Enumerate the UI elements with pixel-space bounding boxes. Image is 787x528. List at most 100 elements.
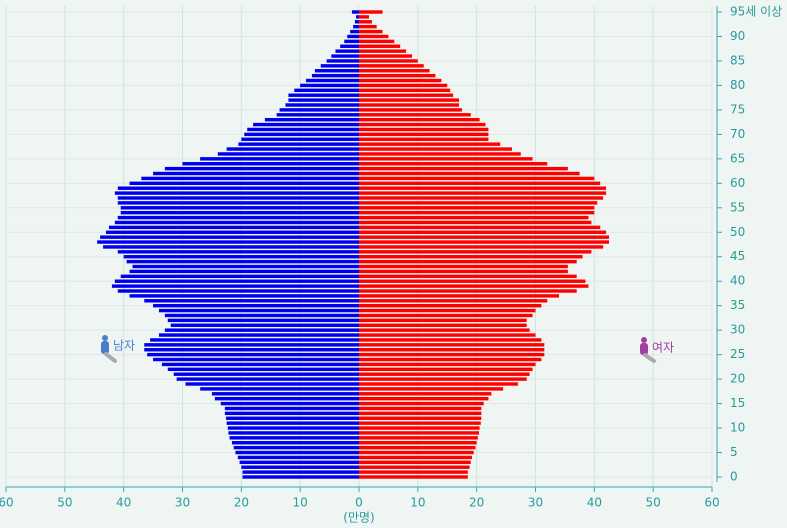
bar (164, 166, 359, 171)
bar (117, 196, 360, 200)
y-tick-label: 45 (730, 249, 745, 263)
bar (237, 455, 359, 460)
bar (359, 132, 489, 137)
y-tick-label: 75 (730, 102, 745, 116)
bar (226, 421, 359, 425)
bar (120, 206, 359, 210)
bar (117, 250, 360, 254)
bar (359, 396, 489, 401)
legend-label: 남자 (113, 339, 135, 353)
bar (359, 441, 477, 445)
y-tick-label: 15 (730, 396, 745, 410)
bar (117, 186, 360, 190)
bar (359, 162, 548, 166)
bar (359, 357, 542, 362)
bar (144, 348, 359, 352)
bar (294, 88, 359, 93)
bar (200, 157, 359, 161)
bar (106, 230, 360, 234)
bar (242, 470, 359, 474)
bar (114, 279, 359, 283)
bar (359, 328, 530, 332)
bar (359, 24, 377, 29)
bar (331, 54, 359, 58)
y-tick-label: 55 (730, 200, 745, 214)
bar (359, 10, 383, 14)
bar (182, 162, 359, 166)
bar (288, 98, 359, 102)
bar (359, 460, 471, 465)
bar (253, 122, 359, 127)
bar (320, 64, 359, 68)
bar (359, 196, 604, 200)
bar (150, 338, 359, 342)
bar (359, 416, 482, 420)
bar (359, 284, 589, 288)
y-tick-label: 0 (730, 470, 738, 484)
bar (353, 24, 359, 29)
bar (359, 44, 401, 48)
bar (359, 235, 610, 239)
bar (359, 142, 501, 146)
bar (233, 445, 359, 450)
bar (359, 377, 527, 381)
x-tick-label: 40 (116, 496, 131, 510)
bar (117, 289, 360, 293)
bar (97, 240, 360, 244)
bar (153, 357, 359, 362)
bar (359, 88, 451, 93)
bar (300, 83, 359, 88)
y-tick-label: 50 (730, 225, 745, 239)
bar (359, 362, 536, 367)
bar (359, 465, 470, 469)
bar (359, 343, 545, 347)
bar (344, 39, 359, 44)
bar (235, 450, 359, 455)
bar (359, 34, 389, 39)
bar (144, 343, 359, 347)
bar (359, 294, 560, 298)
bar (359, 54, 412, 58)
x-tick-label: 50 (646, 496, 661, 510)
x-tick-label: 10 (293, 496, 308, 510)
bar (185, 382, 359, 386)
bar (359, 289, 577, 293)
bar (359, 73, 436, 78)
y-tick-label: 30 (730, 323, 745, 337)
bar (359, 137, 489, 141)
y-tick-label: 60 (730, 176, 745, 190)
bar (359, 411, 482, 416)
bar (126, 259, 359, 264)
bar (356, 15, 359, 19)
bar (359, 431, 480, 435)
bar (351, 10, 359, 14)
bar (117, 215, 360, 220)
bar (114, 220, 359, 225)
bar (359, 279, 586, 283)
bar (359, 171, 580, 176)
x-tick-label: 60 (704, 496, 719, 510)
bar (241, 465, 359, 469)
bar (247, 127, 359, 132)
bar (335, 49, 359, 53)
y-tick-label: 95세 이상 (730, 5, 782, 19)
bar (276, 113, 359, 117)
bar (359, 299, 548, 303)
bar (359, 20, 372, 24)
legend-female-icon (640, 337, 656, 363)
bar (354, 20, 359, 24)
bar (211, 392, 359, 396)
bar (129, 181, 359, 186)
bar (359, 382, 518, 386)
bar (359, 240, 610, 244)
bar (224, 411, 359, 416)
bar (359, 367, 533, 372)
y-tick-label: 5 (730, 445, 738, 459)
bar (359, 313, 533, 318)
bar (359, 210, 595, 215)
bar (359, 157, 533, 161)
bar (359, 436, 478, 440)
bar (359, 39, 395, 44)
y-tick-label: 70 (730, 127, 745, 141)
y-tick-label: 85 (730, 53, 745, 67)
